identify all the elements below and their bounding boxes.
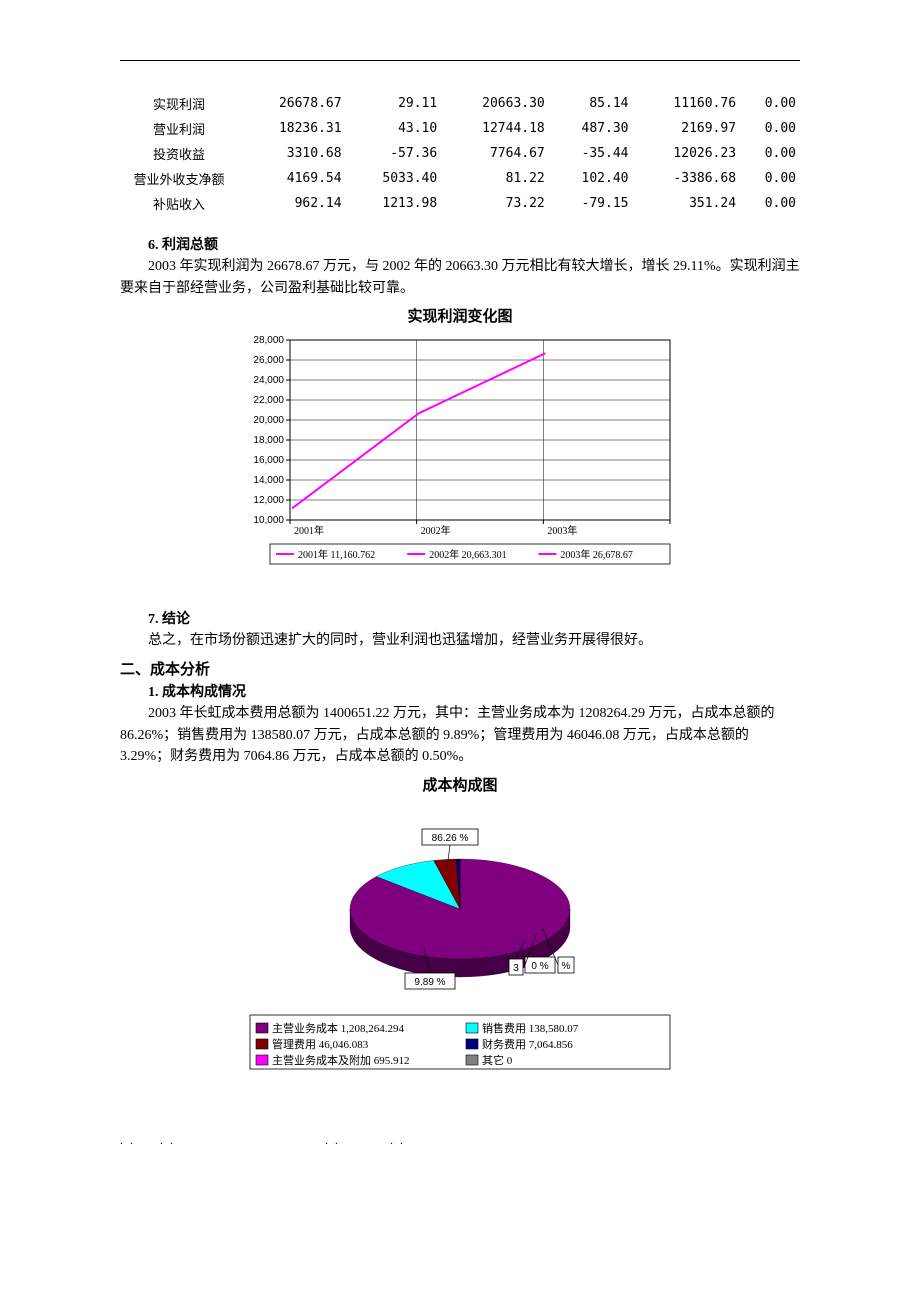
svg-text:20,000: 20,000	[253, 415, 284, 426]
sec1-heading: 1. 成本构成情况	[120, 681, 800, 701]
table-cell: 5033.40	[346, 166, 442, 191]
table-cell: 43.10	[346, 116, 442, 141]
table-row: 补贴收入962.141213.9873.22-79.15351.240.00	[120, 191, 800, 216]
table-cell: 实现利润	[120, 91, 238, 116]
table-cell: 351.24	[632, 191, 740, 216]
table-cell: -3386.68	[632, 166, 740, 191]
svg-text:86.26 %: 86.26 %	[432, 833, 469, 844]
svg-text:24,000: 24,000	[253, 375, 284, 386]
svg-text:销售费用 138,580.07: 销售费用 138,580.07	[482, 1021, 579, 1035]
svg-text:16,000: 16,000	[253, 455, 284, 466]
svg-text:2003年: 2003年	[547, 524, 577, 537]
table-cell: 20663.30	[441, 91, 549, 116]
table-cell: 0.00	[740, 116, 800, 141]
table-cell: 营业利润	[120, 116, 238, 141]
svg-text:2003年 26,678.67: 2003年 26,678.67	[560, 548, 633, 561]
table-cell: 102.40	[549, 166, 633, 191]
svg-text:14,000: 14,000	[253, 475, 284, 486]
table-cell: 73.22	[441, 191, 549, 216]
svg-text:2001年: 2001年	[294, 524, 324, 537]
table-cell: 投资收益	[120, 141, 238, 166]
pie-legend: 主营业务成本 1,208,264.294 销售费用 138,580.07 管理费用 …	[230, 1013, 690, 1073]
table-cell: 0.00	[740, 191, 800, 216]
svg-text:22,000: 22,000	[253, 395, 284, 406]
table-cell: -57.36	[346, 141, 442, 166]
table-cell: 12026.23	[632, 141, 740, 166]
pie-chart: 86.26 % 9.89 % 3 0 %%	[230, 799, 690, 999]
footer-dots: . . . . . . . .	[120, 1133, 800, 1148]
table-cell: 85.14	[549, 91, 633, 116]
sec7-heading: 7. 结论	[120, 608, 800, 628]
table-row: 营业利润18236.3143.1012744.18487.302169.970.…	[120, 116, 800, 141]
table-row: 投资收益3310.68-57.367764.67-35.4412026.230.…	[120, 141, 800, 166]
table-cell: 2169.97	[632, 116, 740, 141]
table-cell: 0.00	[740, 91, 800, 116]
table-cell: 11160.76	[632, 91, 740, 116]
svg-text:管理费用 46,046.083: 管理费用 46,046.083	[272, 1037, 369, 1051]
svg-text:2002年 20,663.301: 2002年 20,663.301	[429, 548, 507, 561]
table-cell: 0.00	[740, 141, 800, 166]
table-cell: -79.15	[549, 191, 633, 216]
svg-text:0 %: 0 %	[531, 961, 548, 972]
svg-text:3: 3	[513, 963, 519, 974]
svg-text:2001年 11,160.762: 2001年 11,160.762	[298, 548, 375, 561]
table-cell: 4169.54	[238, 166, 346, 191]
table-cell: -35.44	[549, 141, 633, 166]
svg-text:财务费用 7,064.856: 财务费用 7,064.856	[482, 1037, 573, 1051]
table-cell: 1213.98	[346, 191, 442, 216]
table-cell: 487.30	[549, 116, 633, 141]
svg-text:其它 0: 其它 0	[482, 1053, 513, 1067]
h2-heading: 二、成本分析	[120, 658, 800, 679]
table-row: 实现利润26678.6729.1120663.3085.1411160.760.…	[120, 91, 800, 116]
svg-text:9.89 %: 9.89 %	[414, 977, 445, 988]
table-cell: 29.11	[346, 91, 442, 116]
table-cell: 81.22	[441, 166, 549, 191]
svg-text:28,000: 28,000	[253, 335, 284, 346]
table-cell: 3310.68	[238, 141, 346, 166]
table-cell: 18236.31	[238, 116, 346, 141]
table-cell: 7764.67	[441, 141, 549, 166]
svg-text:主营业务成本 1,208,264.294: 主营业务成本 1,208,264.294	[272, 1021, 404, 1035]
svg-text:2002年: 2002年	[421, 524, 451, 537]
sec6-para: 2003 年实现利润为 26678.67 万元，与 2002 年的 20663.…	[120, 256, 800, 299]
table-cell: 26678.67	[238, 91, 346, 116]
pie-chart-title: 成本构成图	[120, 774, 800, 795]
svg-text:%: %	[562, 961, 571, 972]
svg-text:主营业务成本及附加 695.912: 主营业务成本及附加 695.912	[272, 1053, 410, 1067]
sec1-para: 2003 年长虹成本费用总额为 1400651.22 万元，其中：主营业务成本为…	[120, 703, 800, 768]
profit-table: 实现利润26678.6729.1120663.3085.1411160.760.…	[120, 91, 800, 216]
table-cell: 962.14	[238, 191, 346, 216]
table-cell: 补贴收入	[120, 191, 238, 216]
svg-text:10,000: 10,000	[253, 515, 284, 526]
line-chart-title: 实现利润变化图	[120, 305, 800, 326]
table-cell: 营业外收支净额	[120, 166, 238, 191]
sec7-para: 总之，在市场份额迅速扩大的同时，营业利润也迅猛增加，经营业务开展得很好。	[120, 630, 800, 652]
svg-text:12,000: 12,000	[253, 495, 284, 506]
svg-text:26,000: 26,000	[253, 355, 284, 366]
table-cell: 12744.18	[441, 116, 549, 141]
table-row: 营业外收支净额4169.545033.4081.22102.40-3386.68…	[120, 166, 800, 191]
svg-text:18,000: 18,000	[253, 435, 284, 446]
line-chart: 10,000 12,000 14,000 16,000 18,000 20,000 22,0…	[230, 330, 690, 590]
sec6-heading: 6. 利润总额	[120, 234, 800, 254]
table-cell: 0.00	[740, 166, 800, 191]
top-rule	[120, 60, 800, 61]
